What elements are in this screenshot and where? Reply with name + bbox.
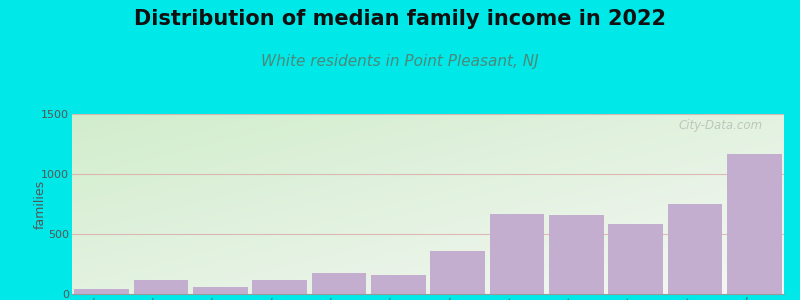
Bar bbox=[549, 215, 604, 294]
Bar bbox=[312, 273, 366, 294]
Bar bbox=[74, 289, 129, 294]
Bar bbox=[490, 214, 544, 294]
Text: Distribution of median family income in 2022: Distribution of median family income in … bbox=[134, 9, 666, 29]
Bar bbox=[430, 251, 485, 294]
Text: City-Data.com: City-Data.com bbox=[678, 119, 762, 132]
Bar bbox=[668, 204, 722, 294]
Text: White residents in Point Pleasant, NJ: White residents in Point Pleasant, NJ bbox=[261, 54, 539, 69]
Bar bbox=[371, 275, 426, 294]
Bar bbox=[727, 154, 782, 294]
Bar bbox=[608, 224, 663, 294]
Bar bbox=[193, 287, 248, 294]
Y-axis label: families: families bbox=[34, 179, 46, 229]
Bar bbox=[134, 280, 188, 294]
Bar bbox=[252, 280, 307, 294]
